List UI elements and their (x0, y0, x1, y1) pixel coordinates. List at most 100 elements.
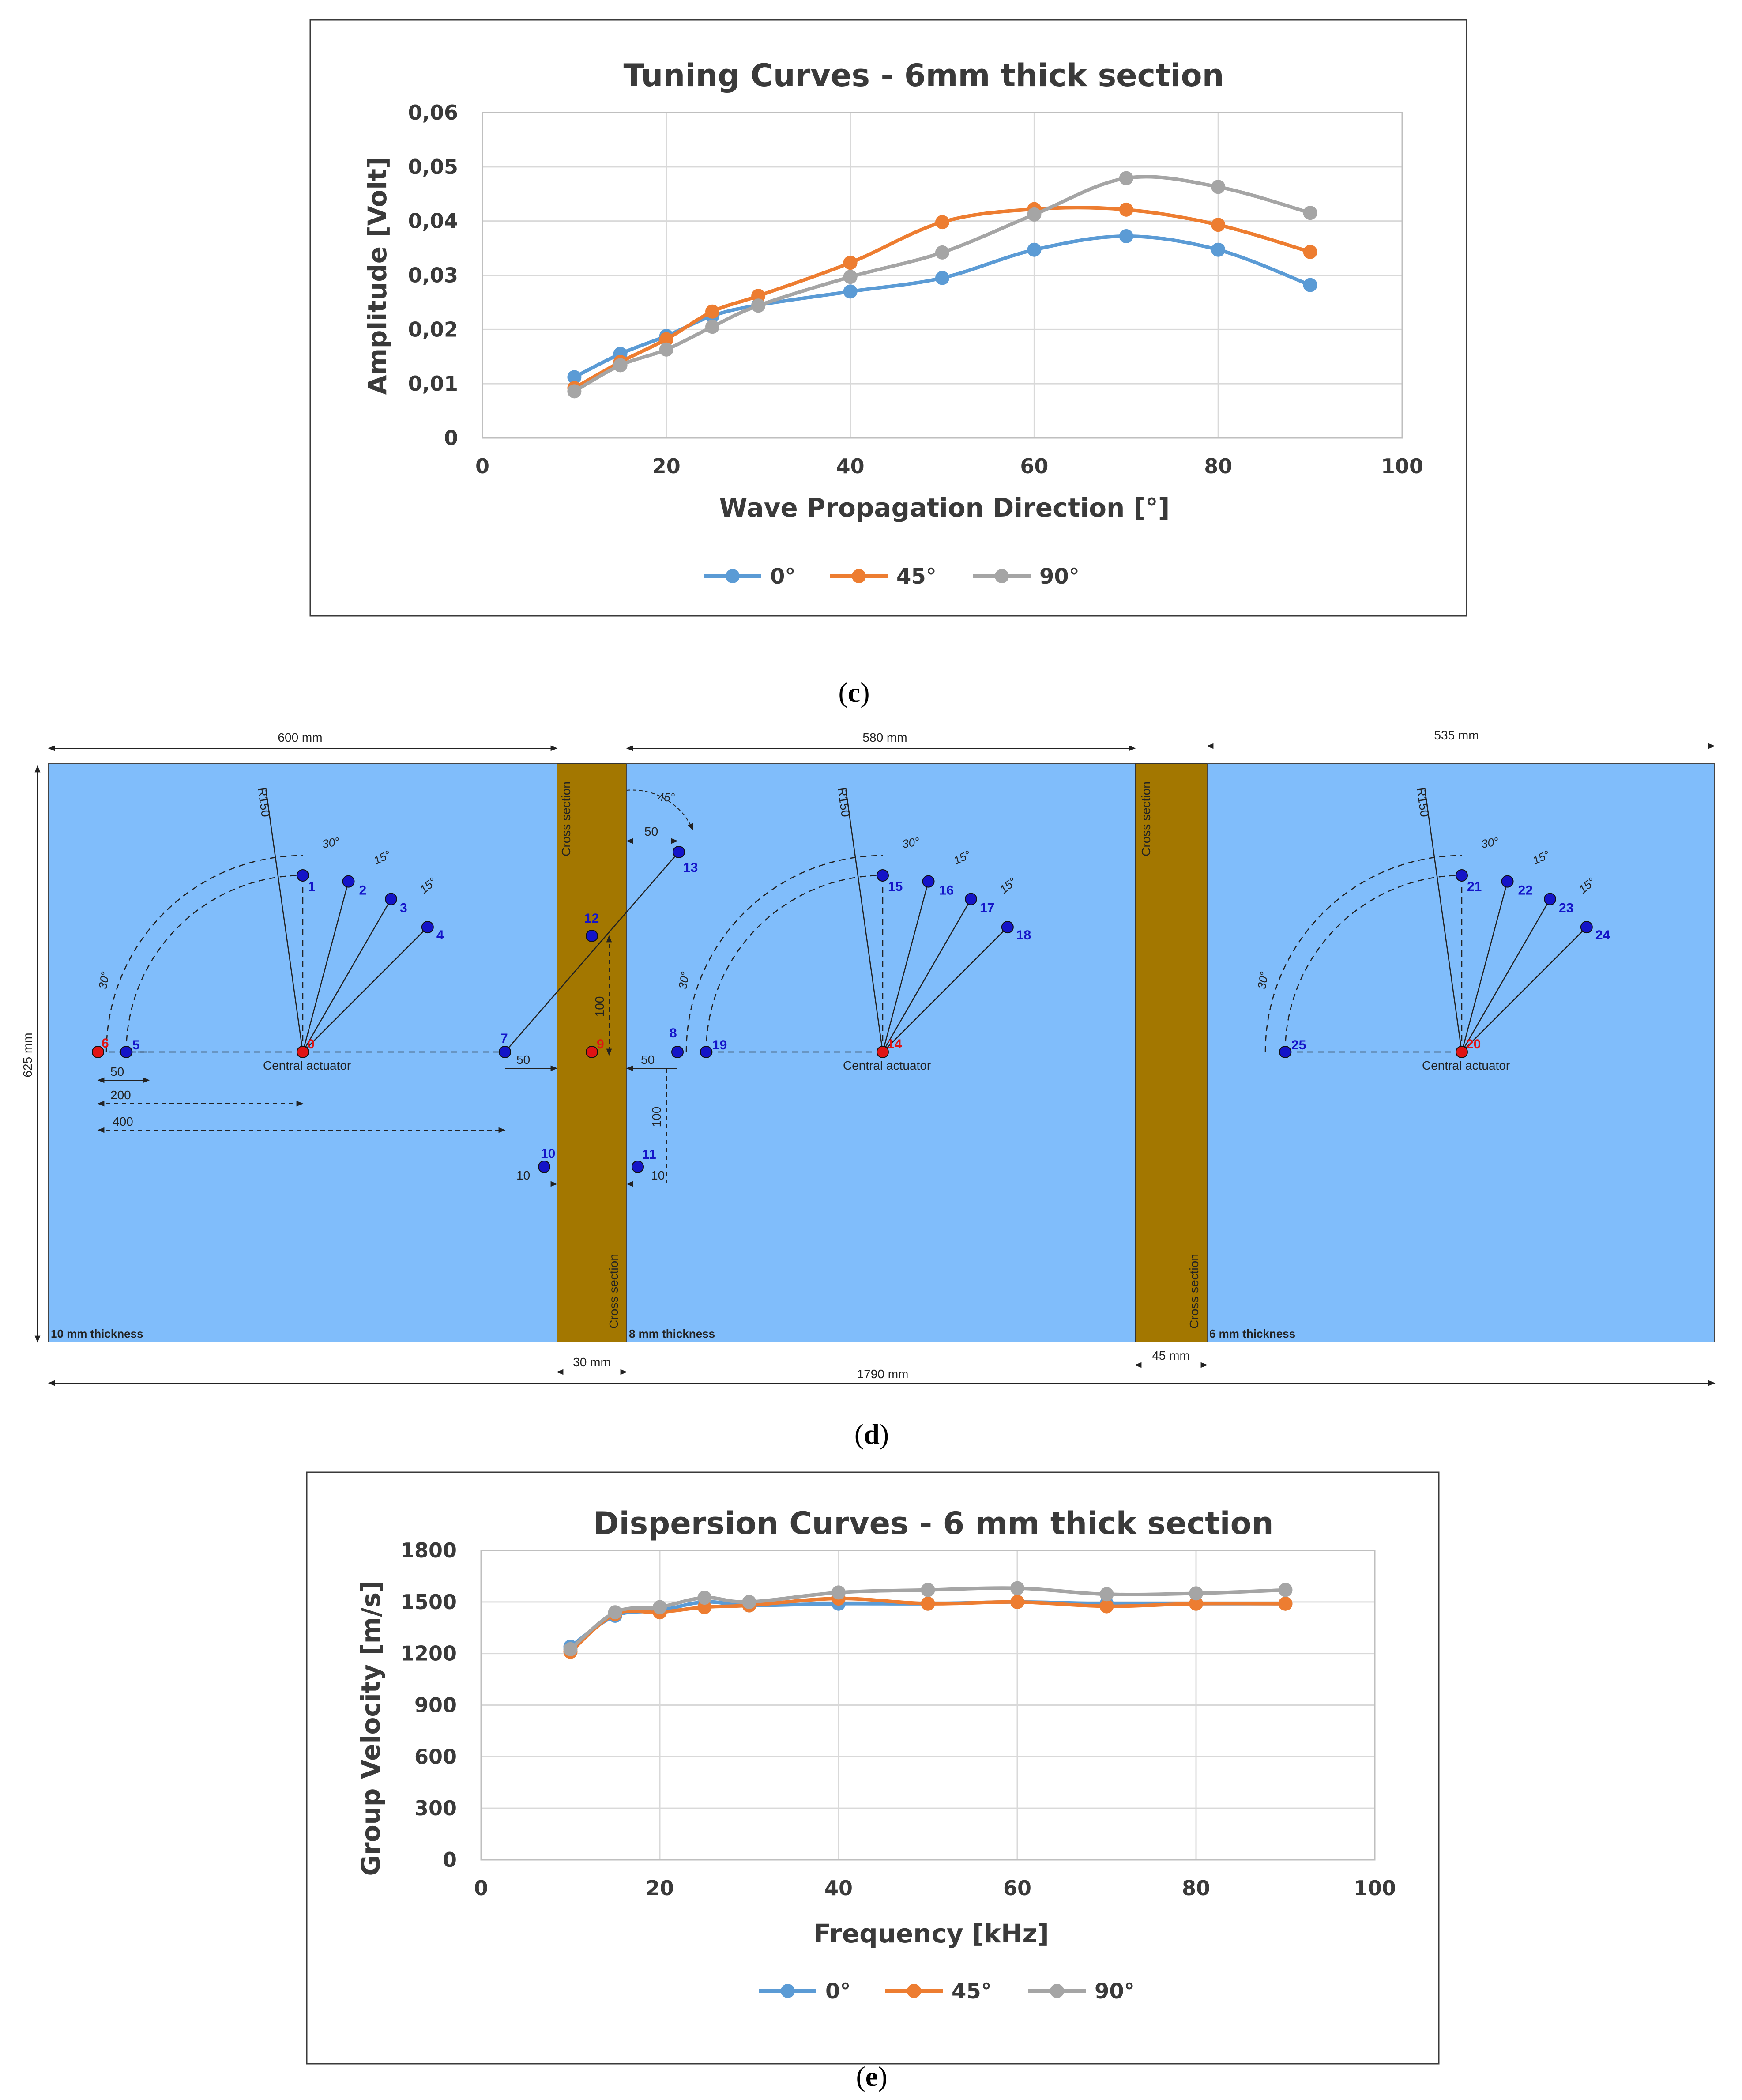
data-point (567, 384, 582, 399)
data-point (1010, 1595, 1024, 1609)
legend-item: 45° (885, 1979, 992, 2004)
caption-c: (c) (838, 677, 869, 708)
left-dimensions: 50 200 400 (97, 1065, 506, 1133)
data-point (1303, 206, 1317, 220)
sensor-14: 14 (877, 1037, 902, 1058)
sensor-label: 2 (359, 883, 367, 898)
data-point (843, 256, 858, 270)
data-point (751, 289, 766, 303)
layout-line (882, 927, 1008, 1052)
data-point (1027, 242, 1042, 257)
sensor-label: 18 (1016, 928, 1031, 943)
sensor-dot (1279, 1046, 1291, 1058)
sensor-dot (297, 869, 309, 882)
data-point (751, 298, 766, 313)
data-point (608, 1605, 622, 1620)
dim-30: 30 mm (573, 1355, 611, 1369)
layout-line (1461, 898, 1551, 1052)
dim-10-label: 10 (651, 1169, 665, 1182)
chart-frame (309, 19, 1467, 617)
x-tick-label: 40 (824, 1876, 853, 1900)
sensor-15: 15 (877, 869, 903, 894)
x-tick-label: 40 (836, 454, 865, 478)
data-point (697, 1591, 712, 1605)
sensor-label: 10 (541, 1146, 555, 1161)
sensor-label: 21 (1467, 879, 1482, 894)
sensor-label: 14 (887, 1037, 902, 1052)
dim-50-label: 50 (641, 1053, 655, 1067)
sensor-label: 23 (1559, 901, 1573, 916)
data-point (843, 270, 858, 284)
sensor-dot (965, 893, 977, 905)
data-point (659, 332, 673, 347)
central-actuator-label: Central actuator (263, 1059, 351, 1072)
data-point (1303, 278, 1317, 292)
data-point (705, 304, 719, 319)
x-ticks: 0 20 40 60 80 100 (475, 454, 1423, 478)
sensor-12: 12 (584, 911, 599, 942)
sensor-dot (877, 869, 889, 882)
x-tick-label: 20 (646, 1876, 674, 1900)
y-tick-label: 1200 (400, 1642, 457, 1666)
y-tick-label: 1500 (400, 1590, 457, 1614)
x-tick-label: 60 (1020, 454, 1048, 478)
diagram-label: 30° (676, 971, 692, 990)
data-point (1278, 1583, 1293, 1597)
radius-arc (685, 855, 883, 1052)
layout-line (882, 881, 929, 1052)
chart-frame (306, 1471, 1440, 2065)
sensor-dot (342, 875, 355, 888)
data-point (843, 284, 858, 299)
sensor-1: 1 (297, 869, 316, 894)
y-tick-label: 900 (414, 1693, 457, 1717)
dim-50-label: 50 (516, 1053, 530, 1067)
data-point (1211, 242, 1226, 257)
data-point (1010, 1581, 1024, 1595)
diagram-label: 30° (321, 835, 341, 851)
sensor-dot (1580, 921, 1593, 934)
sensor-label: 8 (670, 1026, 677, 1041)
actuator-dot (297, 1046, 309, 1058)
dim-625: 625 mm (21, 1033, 34, 1077)
legend-label: 90° (1095, 1979, 1135, 2004)
data-point (935, 245, 949, 260)
y-tick-label: 0,05 (408, 155, 459, 179)
y-axis-label: Group Velocity [m/s] (356, 1581, 386, 1876)
legend-label: 45° (952, 1979, 992, 2004)
legend-item: 90° (1028, 1979, 1135, 2004)
dim-200-label: 200 (110, 1088, 131, 1102)
sensor-24: 24 (1580, 921, 1610, 943)
data-point (1099, 1587, 1114, 1602)
y-ticks: 0 300 600 900 1200 1500 1800 (400, 1538, 457, 1872)
y-tick-label: 0,02 (408, 317, 459, 341)
layout-line (845, 789, 884, 1052)
layout-line (302, 881, 349, 1052)
x-tick-label: 20 (652, 454, 681, 478)
legend-item: 45° (830, 564, 937, 589)
central-actuator-label: Central actuator (843, 1059, 931, 1072)
caption-d: (d) (854, 1418, 889, 1450)
sensor-label: 16 (939, 883, 954, 898)
layout-line (504, 852, 679, 1052)
x-tick-label: 100 (1381, 454, 1423, 478)
sensor-label: 20 (1466, 1037, 1481, 1052)
sensor-dot (1001, 921, 1014, 934)
sensor-6: 6 (92, 1036, 109, 1058)
sensor-22: 22 (1501, 875, 1533, 898)
sensor-0: 0 (297, 1037, 315, 1058)
dim-50-label: 50 (110, 1065, 124, 1078)
sensor-dot (499, 1046, 511, 1058)
x-tick-label: 0 (475, 454, 489, 478)
data-point (1099, 1599, 1114, 1614)
sensor-dot (673, 846, 685, 858)
sensor-label: 11 (642, 1147, 656, 1162)
layout-line (882, 898, 972, 1052)
chart-title: Tuning Curves - 6mm thick section (623, 57, 1224, 94)
data-point (935, 215, 949, 230)
caption-e: (e) (856, 2061, 887, 2092)
dim-50-label: 50 (644, 825, 658, 838)
sensor-4: 4 (421, 921, 444, 943)
sensor-label: 7 (500, 1031, 508, 1046)
layout-line (1424, 789, 1463, 1052)
